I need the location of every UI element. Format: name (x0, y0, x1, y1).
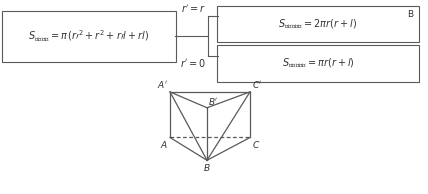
FancyBboxPatch shape (2, 11, 176, 62)
Text: $r'=0$: $r'=0$ (180, 57, 206, 69)
Text: $A'$: $A'$ (157, 79, 168, 90)
Text: $\mathrm{B}$: $\mathrm{B}$ (407, 8, 415, 19)
Text: $A$: $A$ (160, 139, 168, 151)
Text: $B'$: $B'$ (208, 96, 219, 107)
Text: $r'=r$: $r'=r$ (181, 3, 206, 15)
Text: $S_{\rm 圆台表面积}=2\pi r(r+l)$: $S_{\rm 圆台表面积}=2\pi r(r+l)$ (279, 17, 357, 31)
Text: $B$: $B$ (203, 162, 211, 173)
Text: $S_{\rm 圆台表面积}=\pi r(r+l)$: $S_{\rm 圆台表面积}=\pi r(r+l)$ (282, 57, 354, 70)
Text: $C'$: $C'$ (252, 79, 263, 90)
Text: $C$: $C$ (252, 139, 260, 151)
Text: $S_{\rm 台表面积}=\pi\,(r\prime^{2}+r^{2}+r\prime l+rl)$: $S_{\rm 台表面积}=\pi\,(r\prime^{2}+r^{2}+r\… (29, 29, 149, 44)
FancyBboxPatch shape (217, 6, 419, 42)
FancyBboxPatch shape (217, 45, 419, 82)
